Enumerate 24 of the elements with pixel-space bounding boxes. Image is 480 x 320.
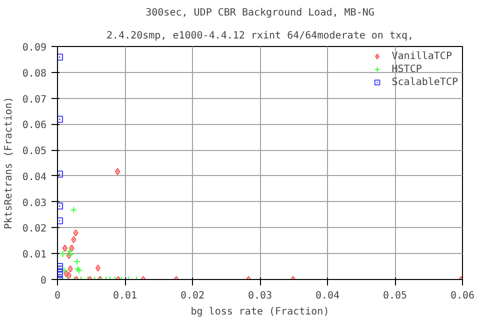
y-tick-label: 0.04 (22, 172, 47, 183)
chart-title: 300sec, UDP CBR Background Load, MB-NG (146, 8, 374, 18)
y-tick-label: 0.03 (22, 198, 47, 209)
x-tick-label: 0.06 (450, 290, 475, 302)
y-axis-title: PktsRetrans (Fraction) (3, 96, 14, 230)
x-tick-label: 0.03 (248, 290, 272, 302)
x-tick-label: 0.04 (315, 290, 340, 302)
chart-subtitle: 2.4.20smp, e1000-4.4.12 rxint 64/64moderate on txq, (106, 30, 414, 42)
x-tick-label: 0.05 (382, 290, 408, 302)
y-tick-label: 0.01 (22, 250, 47, 261)
x-tick-label: 0.01 (112, 290, 138, 302)
y-tick-label: 0.07 (22, 94, 47, 106)
legend-label: ScalableTCP (392, 76, 458, 88)
y-tick-label: 0.09 (22, 42, 47, 54)
x-tick-label: 0.02 (180, 290, 205, 302)
y-tick-label: 0.08 (22, 68, 47, 80)
x-axis-title: bg loss rate (Fraction) (190, 306, 330, 318)
legend-label: HSTCP (392, 63, 422, 75)
y-tick-label: 0.06 (22, 120, 47, 132)
y-tick-label: 0 (40, 276, 47, 286)
x-tick-label: 0 (54, 290, 61, 302)
y-tick-label: 0.05 (22, 146, 47, 158)
legend-label: VanillaTCP (392, 50, 452, 62)
y-tick-label: 0.02 (22, 224, 47, 235)
